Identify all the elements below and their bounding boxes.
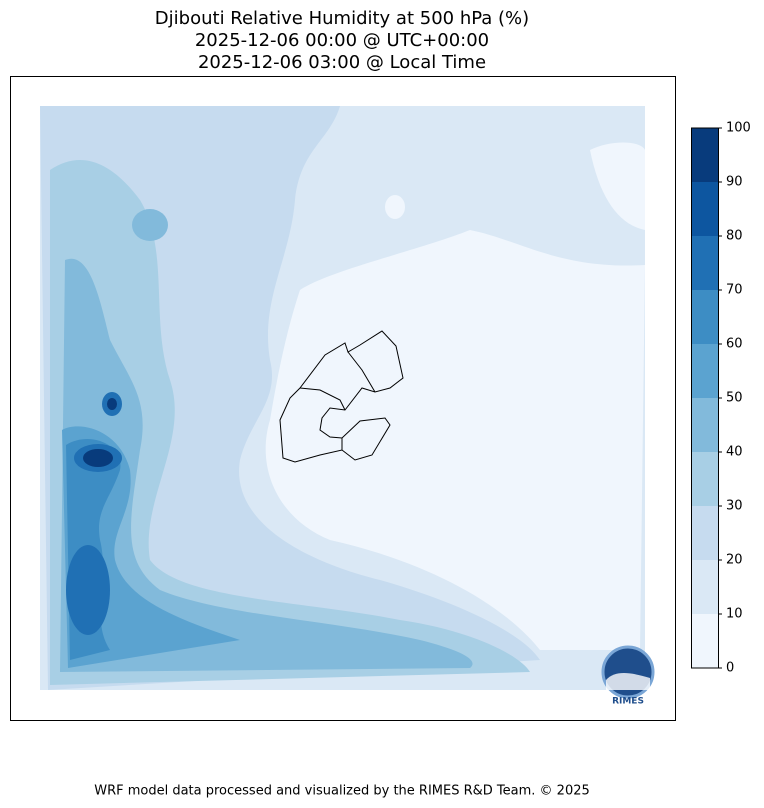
field-blob [385,195,405,219]
colorbar-tick-label: 20 [726,553,743,568]
colorbar-tick-label: 40 [726,445,743,460]
colorbar-segment [691,614,718,668]
map-field [40,106,645,690]
colorbar-segment [691,398,718,452]
colorbar-tick-label: 30 [726,499,743,514]
colorbar-segment [691,182,718,236]
field-low [590,142,645,230]
colorbar-tick-label: 0 [726,661,734,676]
colorbar-segment [691,560,718,614]
title-line: 2025-12-06 00:00 @ UTC+00:00 [195,30,489,51]
colorbar-tick-label: 90 [726,175,743,190]
colorbar-tick-label: 50 [726,391,743,406]
colorbar-segment [691,236,718,290]
field-low [265,230,645,650]
colorbar-segment [691,290,718,344]
colorbar-segment [691,344,718,398]
logo-text: RIMES [612,697,644,707]
colorbar-segment [691,452,718,506]
field-blob [66,545,110,635]
field-blob [107,398,117,410]
colorbar-tick-label: 60 [726,337,743,352]
colorbar: 0 10 20 30 40 50 60 70 80 90 100 [691,121,751,676]
colorbar-tick-label: 100 [726,121,751,136]
title-line: 2025-12-06 03:00 @ Local Time [198,52,486,73]
map-frame [10,76,676,721]
title-line: Djibouti Relative Humidity at 500 hPa (%… [155,8,529,29]
colorbar-tick-label: 10 [726,607,743,622]
logo: RIMES [601,645,655,707]
field-band [40,106,540,690]
country-outline [279,330,404,463]
colorbar-tick-label: 80 [726,229,743,244]
field-blob [132,209,168,241]
colorbar-segment [691,128,718,182]
colorbar-tick-label: 70 [726,283,743,298]
field-blob [83,449,113,467]
colorbar-segment [691,506,718,560]
footer: WRF model data processed and visualized … [94,784,590,799]
